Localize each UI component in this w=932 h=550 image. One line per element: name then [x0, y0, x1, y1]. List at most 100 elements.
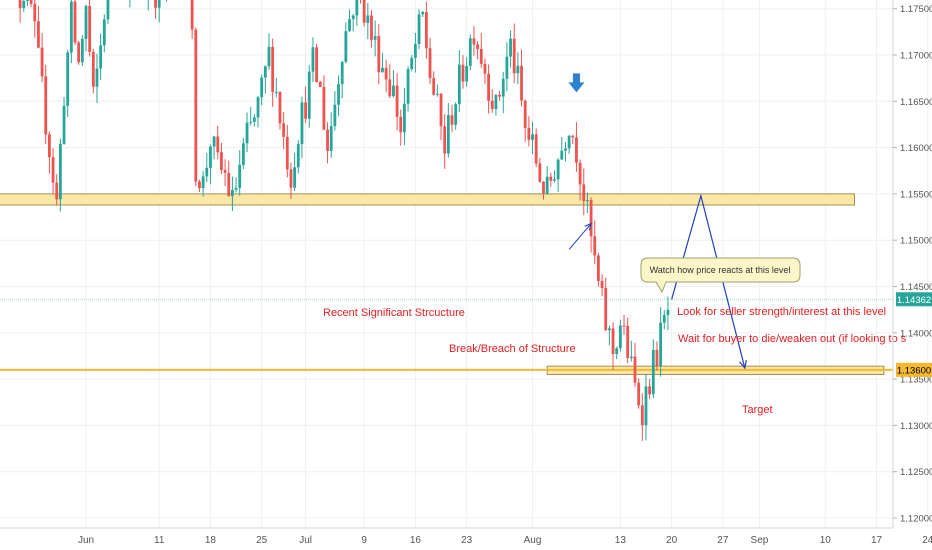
candle-body [607, 328, 611, 331]
projection-arrow-head [739, 360, 747, 370]
candle-body [194, 29, 198, 182]
candle-body [51, 157, 55, 183]
structure-zone [0, 193, 856, 206]
candle-body [22, 0, 26, 9]
candle-body [373, 36, 377, 40]
time-tick-label: 23 [461, 535, 473, 546]
candle-body [241, 143, 245, 165]
candle-body [644, 386, 648, 426]
candle-body [618, 325, 622, 349]
candle-body [77, 42, 81, 63]
time-tick-label: 13 [615, 535, 627, 546]
time-tick-label: 9 [361, 535, 367, 546]
candle-body [263, 66, 267, 78]
candle-body [44, 76, 48, 135]
time-tick-label: Jul [299, 535, 312, 546]
candle-body [648, 386, 652, 395]
candle-body [245, 122, 249, 144]
candle-body [578, 162, 582, 185]
price-tick-label: 1.16000 [900, 143, 932, 154]
candle-body [381, 67, 384, 73]
candle-body [337, 84, 340, 105]
candle-body [468, 38, 472, 66]
candle-body [212, 136, 216, 147]
candle-body [216, 136, 220, 153]
price-axis[interactable]: 1.12000 1.12500 1.13000 1.13500 1.14000 1.145… [893, 0, 932, 525]
break-arrow-head [584, 222, 592, 231]
callout-bubble[interactable]: Watch how price reacts at this level [640, 257, 801, 294]
candle-body [633, 356, 637, 383]
candle-body [439, 93, 443, 127]
time-tick-label: Jun [78, 535, 94, 546]
candle-body [234, 187, 238, 190]
candle-body [91, 51, 95, 87]
candle-body [322, 86, 326, 130]
candle-body [29, 0, 33, 4]
candle-body [209, 146, 212, 168]
candle-body [567, 135, 571, 149]
break-arrow [568, 223, 592, 250]
candle-body [80, 38, 84, 63]
candle-body [446, 115, 450, 154]
zones-layer [0, 193, 893, 375]
current-price-label: 1.14362 [897, 295, 931, 306]
time-tick-label: 10 [820, 535, 832, 546]
candle-body [483, 63, 487, 74]
time-tick-label: 20 [666, 535, 678, 546]
candle-body [293, 167, 297, 188]
candle-body [267, 46, 271, 67]
candle-body [545, 176, 549, 194]
candle-body [48, 134, 51, 158]
candle-body [461, 64, 465, 82]
axes-layer [0, 0, 894, 529]
time-tick-label: Aug [524, 535, 542, 546]
candle-body [256, 97, 260, 118]
candle-body [73, 1, 77, 43]
candle-body [432, 78, 436, 95]
candle-body [534, 134, 538, 164]
candle-body [62, 105, 66, 144]
down-arrow-icon [568, 73, 585, 93]
candle-body [227, 172, 231, 197]
candle-body [399, 116, 403, 133]
candle-body [362, 0, 366, 23]
candle-body [542, 181, 545, 194]
price-tick-label: 1.12500 [900, 467, 932, 478]
time-axis[interactable]: Jun 11 18 25 Jul 9 16 23 Aug 13 20 27 Sep 10 17 24 [78, 535, 932, 546]
candle-body [157, 0, 161, 8]
candle-body [505, 56, 509, 79]
candle-body [560, 150, 564, 160]
candle-body [231, 189, 234, 197]
candle-body [501, 78, 505, 97]
candle-body [33, 3, 37, 22]
candle-body [593, 236, 597, 256]
price-tick-label: 1.15000 [900, 236, 932, 247]
current-price-tag: 1.14362 [896, 292, 932, 307]
candle-body [604, 288, 608, 331]
candle-body [274, 91, 278, 93]
candle-body [659, 322, 663, 367]
candle-body [556, 159, 560, 180]
price-tick-label: 1.13000 [900, 421, 932, 432]
candle-body [88, 5, 92, 52]
price-tick-label: 1.17000 [900, 51, 932, 62]
candle-body [406, 68, 410, 104]
price-tick-label: 1.14500 [900, 282, 932, 293]
price-tick-label: 1.13500 [900, 375, 932, 386]
candle-body [190, 0, 194, 30]
candle-body [651, 349, 655, 395]
candle-body [198, 181, 201, 188]
candle-body [37, 21, 40, 48]
candle-body [597, 255, 600, 282]
time-tick-label: 16 [410, 535, 422, 546]
time-tick-label: 25 [256, 535, 268, 546]
candle-body [260, 77, 264, 98]
candle-body [516, 65, 520, 74]
candle-body [472, 38, 476, 45]
candle-body [329, 126, 333, 151]
candle-body [498, 94, 501, 97]
candle-body [457, 64, 461, 105]
candle-body [454, 104, 458, 125]
candle-body [55, 182, 59, 200]
